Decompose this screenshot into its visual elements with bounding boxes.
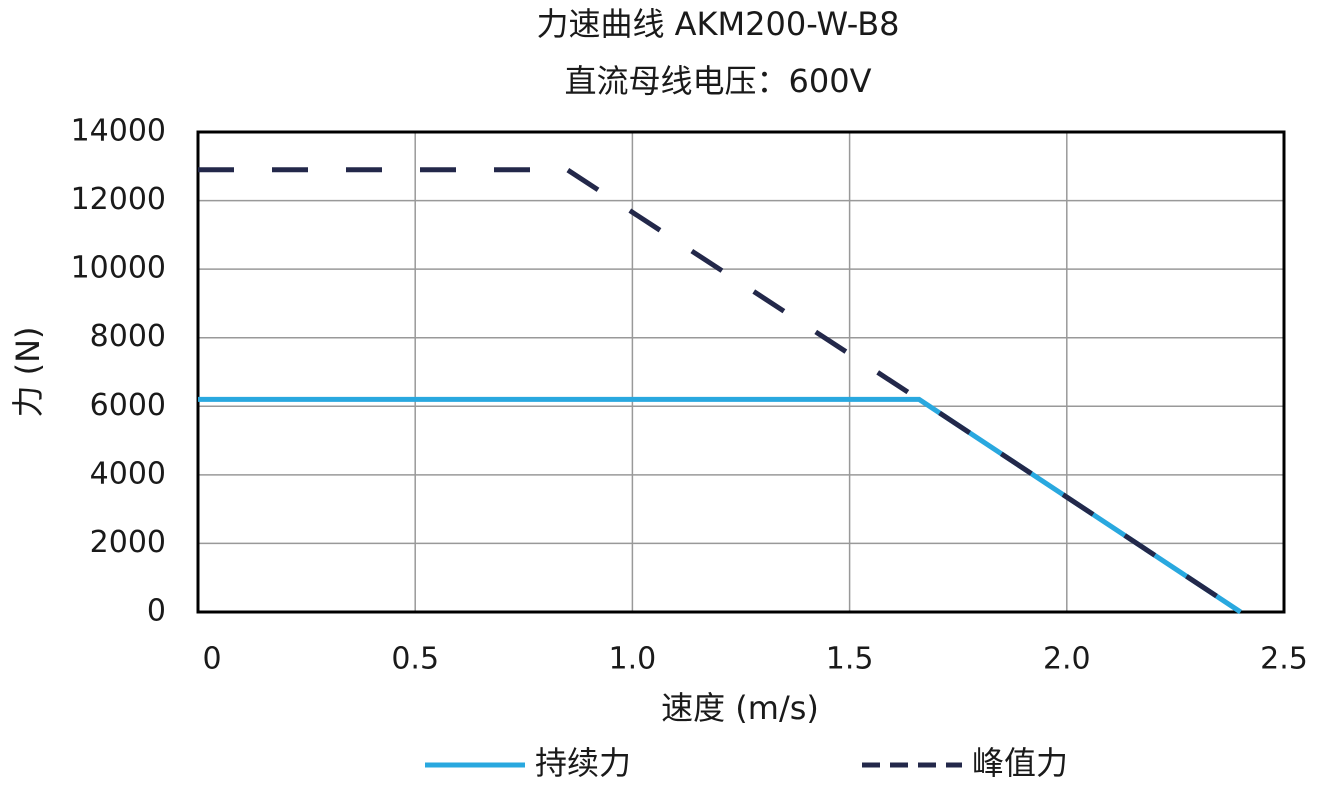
x-tick-label: 1.5	[826, 642, 874, 677]
y-tick-label: 0	[147, 594, 166, 629]
x-tick-label: 0.5	[391, 642, 439, 677]
plot-border	[196, 130, 1286, 614]
y-tick-label: 10000	[71, 251, 166, 286]
chart-subtitle: 直流母线电压：600V	[565, 62, 872, 100]
legend-label: 持续力	[535, 744, 631, 782]
y-tick-label: 6000	[90, 388, 166, 423]
x-tick-label: 1.0	[609, 642, 657, 677]
y-tick-label: 2000	[90, 525, 166, 560]
series-line	[198, 167, 1242, 615]
chart-title: 力速曲线 AKM200-W-B8	[536, 5, 899, 43]
y-tick-label: 14000	[71, 114, 166, 149]
legend-label: 峰值力	[972, 744, 1068, 782]
x-axis-label: 速度 (m/s)	[661, 689, 819, 727]
x-tick-label: 0	[202, 642, 221, 677]
y-tick-label: 8000	[90, 319, 166, 354]
y-tick-label: 4000	[90, 456, 166, 491]
y-axis-label: 力 (N)	[9, 326, 47, 417]
x-tick-label: 2.0	[1043, 642, 1091, 677]
y-tick-label: 12000	[71, 182, 166, 217]
x-tick-label: 2.5	[1260, 642, 1308, 677]
